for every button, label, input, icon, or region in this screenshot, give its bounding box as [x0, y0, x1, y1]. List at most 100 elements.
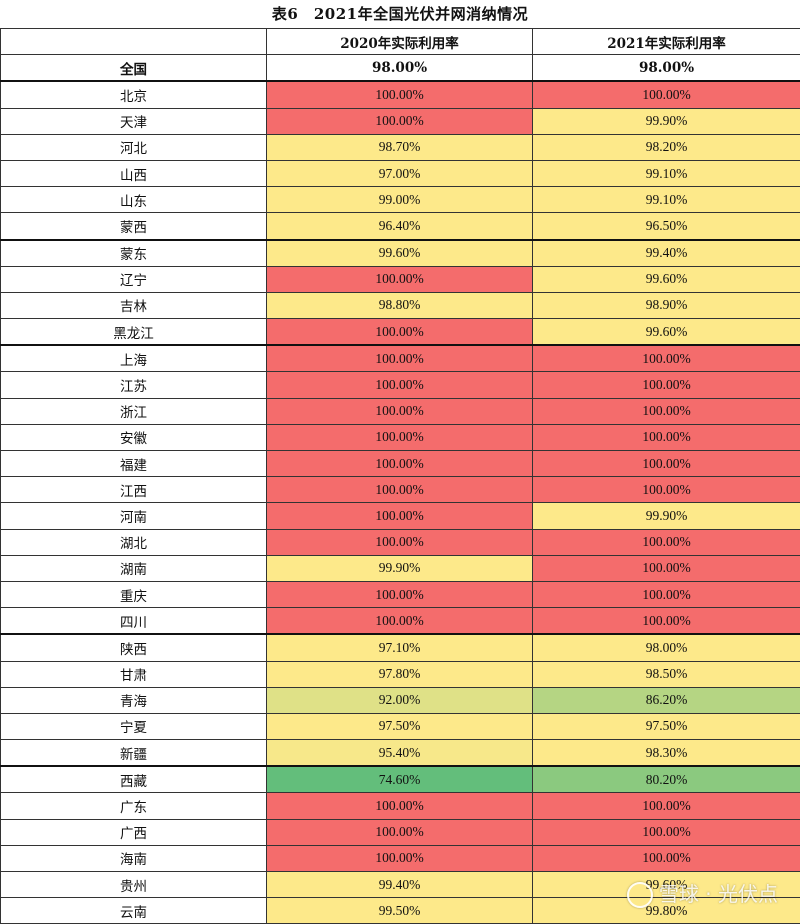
- region-label: 山东: [1, 187, 267, 213]
- table-title: 表6 2021年全国光伏并网消纳情况: [0, 0, 800, 28]
- region-label: 吉林: [1, 292, 267, 318]
- value-2021: 99.40%: [533, 240, 800, 267]
- region-label: 浙江: [1, 398, 267, 424]
- region-label: 西藏: [1, 766, 267, 793]
- national-label: 全国: [1, 55, 267, 82]
- region-label: 江西: [1, 477, 267, 503]
- region-label: 云南: [1, 898, 267, 924]
- region-label: 天津: [1, 108, 267, 134]
- region-label: 河南: [1, 503, 267, 529]
- value-2021: 100.00%: [533, 372, 800, 398]
- value-2020: 97.50%: [267, 713, 533, 739]
- region-label: 贵州: [1, 872, 267, 898]
- region-label: 江苏: [1, 372, 267, 398]
- value-2021: 99.10%: [533, 187, 800, 213]
- region-label: 山西: [1, 160, 267, 186]
- value-2020: 100.00%: [267, 529, 533, 555]
- region-label: 宁夏: [1, 713, 267, 739]
- region-label: 青海: [1, 687, 267, 713]
- value-2020: 100.00%: [267, 793, 533, 819]
- value-2020: 100.00%: [267, 608, 533, 635]
- column-header-2021: 2021年实际利用率: [533, 29, 800, 55]
- region-label: 蒙西: [1, 213, 267, 240]
- value-2020: 97.10%: [267, 634, 533, 661]
- value-2021: 100.00%: [533, 845, 800, 871]
- value-2021: 100.00%: [533, 793, 800, 819]
- value-2020: 100.00%: [267, 451, 533, 477]
- value-2020: 92.00%: [267, 687, 533, 713]
- region-label: 重庆: [1, 581, 267, 607]
- value-2021: 100.00%: [533, 819, 800, 845]
- region-label: 安徽: [1, 424, 267, 450]
- value-2020: 100.00%: [267, 398, 533, 424]
- value-2020: 74.60%: [267, 766, 533, 793]
- value-2021: 100.00%: [533, 555, 800, 581]
- region-label: 陕西: [1, 634, 267, 661]
- value-2020: 97.80%: [267, 661, 533, 687]
- value-2020: 99.60%: [267, 240, 533, 267]
- column-header-2020: 2020年实际利用率: [267, 29, 533, 55]
- value-2021: 100.00%: [533, 451, 800, 477]
- value-2020: 100.00%: [267, 372, 533, 398]
- value-2020: 100.00%: [267, 266, 533, 292]
- value-2021: 100.00%: [533, 581, 800, 607]
- value-2021: 100.00%: [533, 608, 800, 635]
- region-label: 北京: [1, 81, 267, 108]
- value-2020: 100.00%: [267, 819, 533, 845]
- region-label: 湖北: [1, 529, 267, 555]
- value-2021: 98.20%: [533, 134, 800, 160]
- value-2021: 97.50%: [533, 713, 800, 739]
- value-2021: 99.90%: [533, 503, 800, 529]
- value-2020: 99.90%: [267, 555, 533, 581]
- value-2020: 98.70%: [267, 134, 533, 160]
- value-2020: 100.00%: [267, 477, 533, 503]
- region-label: 蒙东: [1, 240, 267, 267]
- value-2021: 96.50%: [533, 213, 800, 240]
- value-2021: 99.80%: [533, 898, 800, 924]
- region-label: 广西: [1, 819, 267, 845]
- value-2020: 100.00%: [267, 424, 533, 450]
- value-2021: 100.00%: [533, 345, 800, 372]
- region-label: 四川: [1, 608, 267, 635]
- value-2020: 99.00%: [267, 187, 533, 213]
- region-label: 上海: [1, 345, 267, 372]
- value-2021: 98.50%: [533, 661, 800, 687]
- region-label: 辽宁: [1, 266, 267, 292]
- value-2020: 100.00%: [267, 503, 533, 529]
- column-header-region: [1, 29, 267, 55]
- value-2021: 99.60%: [533, 266, 800, 292]
- value-2021: 99.60%: [533, 872, 800, 898]
- region-label: 福建: [1, 451, 267, 477]
- value-2021: 99.60%: [533, 319, 800, 346]
- region-label: 甘肃: [1, 661, 267, 687]
- value-2021: 99.10%: [533, 160, 800, 186]
- value-2020: 100.00%: [267, 108, 533, 134]
- value-2021: 98.90%: [533, 292, 800, 318]
- region-label: 黑龙江: [1, 319, 267, 346]
- value-2020: 100.00%: [267, 581, 533, 607]
- national-row: 全国 98.00% 98.00%: [1, 55, 800, 82]
- value-2021: 80.20%: [533, 766, 800, 793]
